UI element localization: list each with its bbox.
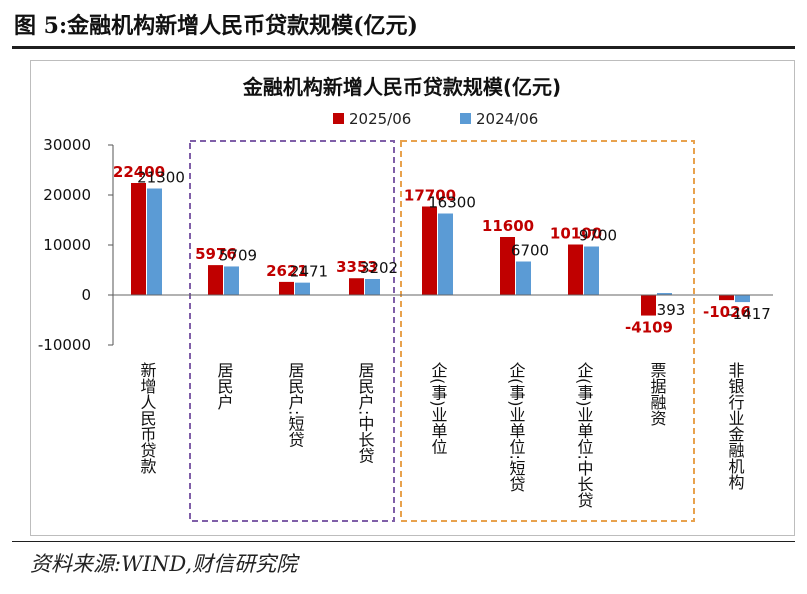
x-category-label: 企(事)业单位 (429, 362, 448, 455)
data-label-2025: 11600 (482, 217, 534, 235)
bar-2025 (279, 281, 294, 295)
bar-2024 (657, 293, 672, 295)
group-box-2 (400, 140, 695, 522)
legend-swatch-2 (460, 113, 471, 124)
legend-swatch-1 (333, 113, 344, 124)
bar-2025 (568, 244, 583, 295)
bar-2025 (719, 295, 734, 301)
y-tick-label: 30000 (43, 136, 91, 154)
legend-label-2: 2024/06 (476, 110, 538, 128)
bar-2025 (422, 206, 437, 295)
x-category-label: 居民户:短贷 (286, 362, 305, 447)
data-label-2024: 21300 (137, 169, 185, 187)
legend-label-1: 2025/06 (349, 110, 411, 128)
group-box-1 (189, 140, 395, 522)
data-label-2024: 2471 (290, 263, 328, 281)
figure-title: 图 5:金融机构新增人民币贷款规模(亿元) (14, 13, 418, 39)
data-label-2025: 22400 (113, 163, 165, 181)
x-category-label: 企(事)业单位:中长贷 (575, 362, 594, 508)
chart-frame (30, 60, 795, 536)
x-category-label: 非银行业金融机构 (726, 362, 745, 491)
data-label-2025: 17700 (404, 187, 456, 205)
bar-2025 (349, 278, 364, 295)
y-tick-label: 0 (81, 286, 91, 304)
bar-2025 (131, 183, 146, 295)
source-note: 资料来源:WIND,财信研究院 (30, 552, 298, 576)
bar-2024 (365, 278, 380, 295)
title-rule (12, 46, 795, 49)
x-category-label: 票据融资 (648, 362, 667, 426)
x-category-label: 企(事)业单位:短贷 (507, 362, 526, 492)
data-label-2024: -1417 (727, 305, 771, 323)
bar-2024 (735, 295, 750, 303)
bar-2024 (438, 213, 453, 295)
data-label-2025: 3353 (336, 258, 378, 276)
bar-2024 (224, 266, 239, 295)
data-label-2024: 16300 (428, 194, 476, 212)
data-label-2025: 5976 (195, 245, 237, 263)
bar-2025 (641, 295, 656, 316)
data-label-2024: 5709 (219, 246, 257, 264)
data-label-2024: 6700 (511, 242, 549, 260)
data-label-2025: -4109 (625, 319, 673, 337)
y-tick-label: -10000 (38, 336, 91, 354)
y-tick-label: 20000 (43, 186, 91, 204)
data-label-2024: 393 (657, 301, 686, 319)
x-category-label: 新增人民币贷款 (138, 362, 157, 475)
x-category-label: 居民户 (215, 362, 234, 410)
bar-2024 (584, 246, 599, 295)
bar-2024 (516, 261, 531, 295)
data-label-2024: 9700 (579, 227, 617, 245)
data-label-2025: -1026 (703, 303, 751, 321)
bar-2025 (500, 237, 515, 295)
data-label-2025: 2621 (266, 262, 308, 280)
bar-2024 (295, 282, 310, 295)
data-label-2025: 10100 (550, 225, 602, 243)
bar-2025 (208, 265, 223, 295)
y-tick-label: 10000 (43, 236, 91, 254)
chart-title: 金融机构新增人民币贷款规模(亿元) (242, 75, 561, 99)
x-category-label: 居民户:中长贷 (356, 362, 375, 463)
data-label-2024: 3202 (360, 259, 398, 277)
source-rule (12, 541, 795, 542)
bar-2024 (147, 188, 162, 295)
